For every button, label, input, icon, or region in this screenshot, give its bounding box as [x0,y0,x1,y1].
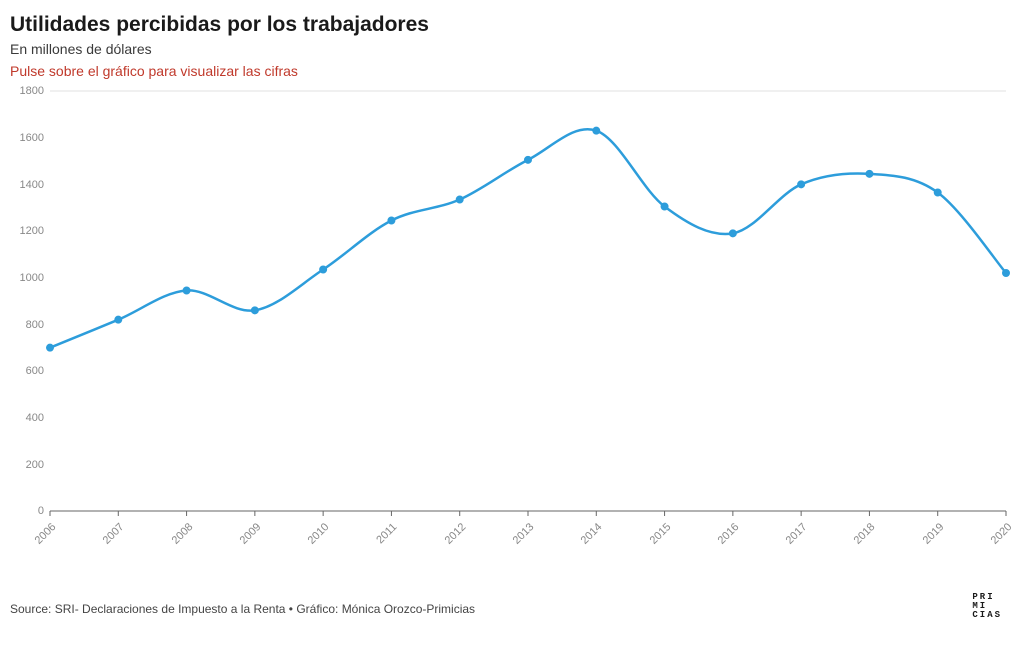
y-axis-tick: 600 [10,365,44,377]
chart-subtitle: En millones de dólares [10,41,1010,57]
y-axis-tick: 1000 [10,272,44,284]
y-axis-tick: 1400 [10,179,44,191]
chart-hint: Pulse sobre el gráfico para visualizar l… [10,63,1010,79]
brand-logo: PRI MI CIAS [972,593,1002,620]
line-chart[interactable]: 020040060080010001200140016001800 200620… [10,85,1010,565]
y-axis-tick: 400 [10,412,44,424]
y-axis-tick: 0 [10,505,44,517]
y-axis-tick: 800 [10,319,44,331]
y-axis-tick: 200 [10,459,44,471]
chart-title: Utilidades percibidas por los trabajador… [10,12,1010,37]
logo-line: CIAS [972,611,1002,620]
y-axis-tick: 1600 [10,132,44,144]
chart-svg [10,85,1010,565]
source-caption: Source: SRI- Declaraciones de Impuesto a… [10,602,475,616]
y-axis-tick: 1200 [10,225,44,237]
y-axis-tick: 1800 [10,85,44,97]
